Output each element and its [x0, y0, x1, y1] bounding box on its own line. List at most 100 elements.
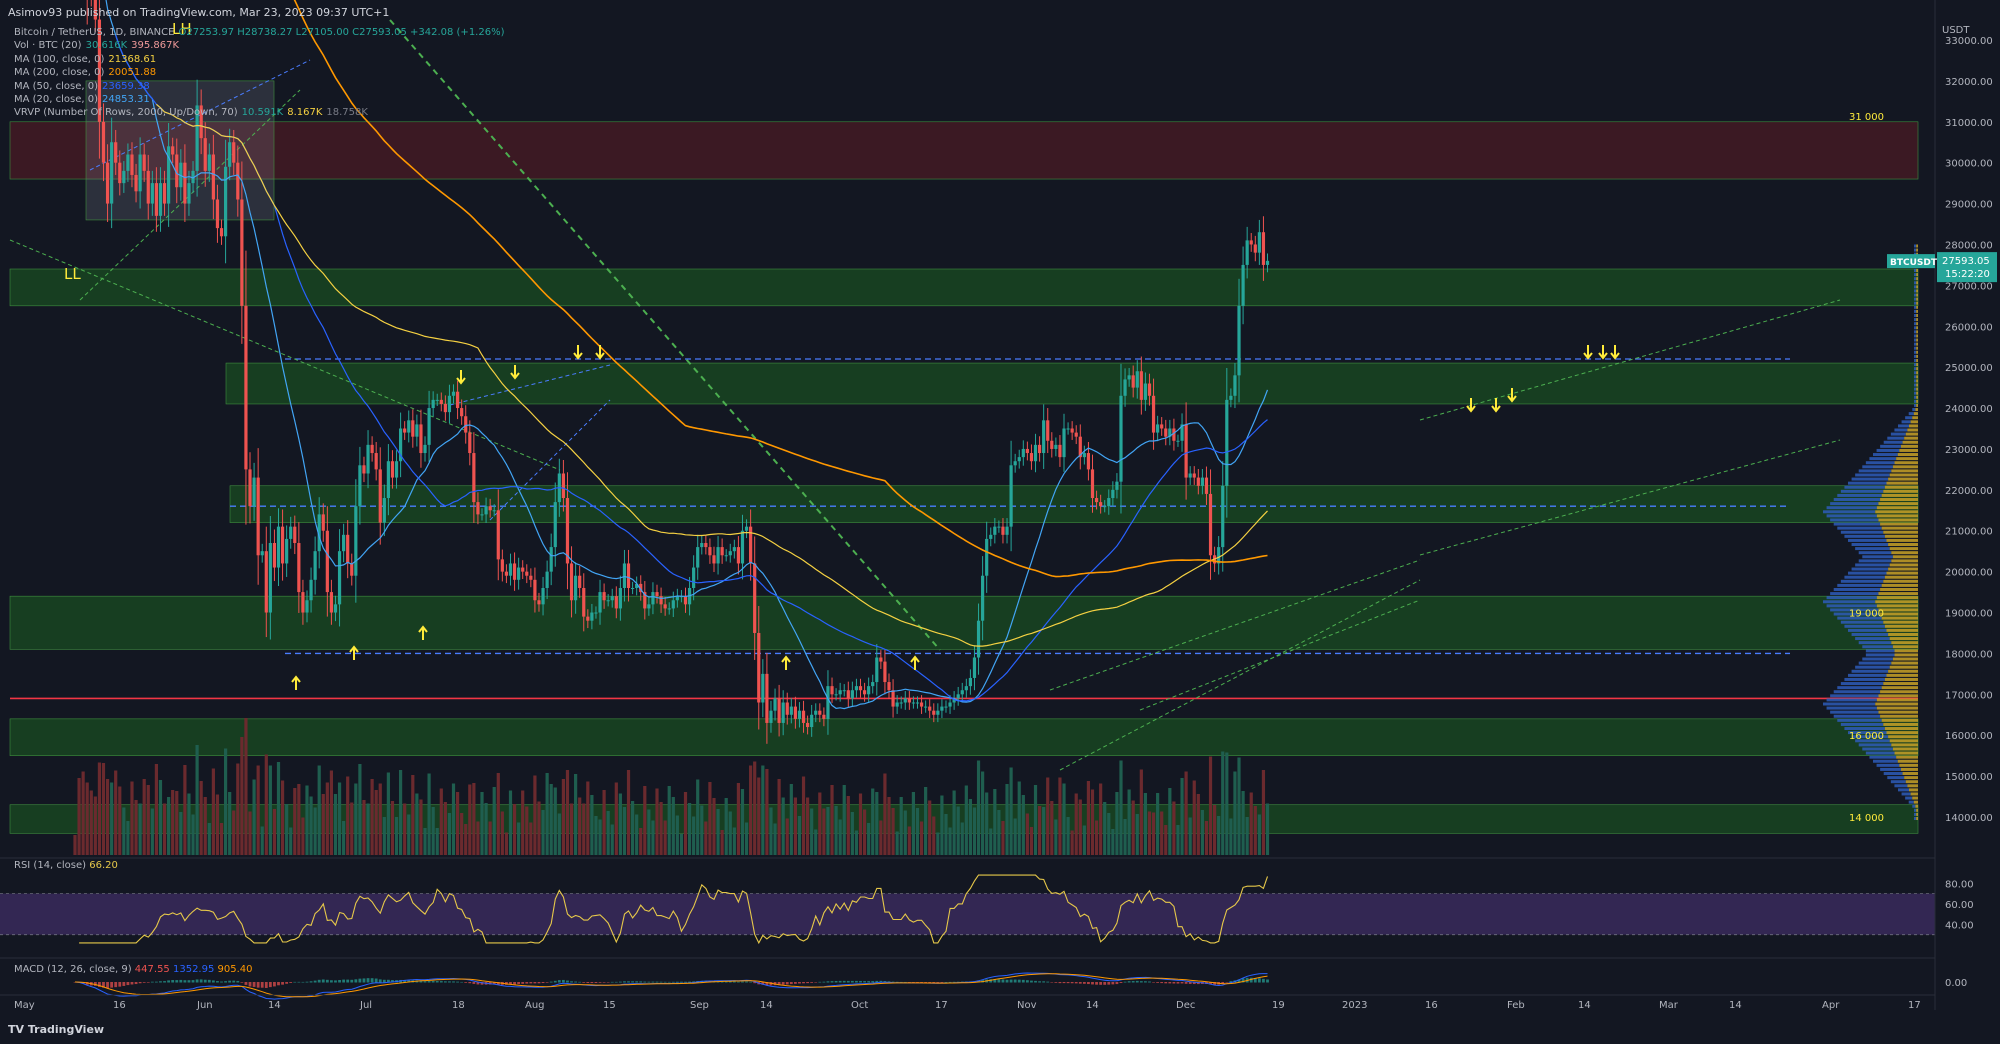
macd-histogram-bar — [631, 981, 634, 983]
volume-bar — [1245, 817, 1249, 855]
macd-histogram-bar — [826, 981, 830, 983]
time-tick: 16 — [1425, 1000, 1438, 1011]
macd-histogram-bar — [810, 982, 814, 983]
profile-bar — [1876, 604, 1918, 608]
volume-bar — [785, 818, 789, 855]
candle-body — [215, 199, 220, 229]
macd-histogram-bar — [1107, 982, 1111, 985]
volume-bar — [928, 800, 932, 855]
candle-body — [403, 428, 407, 433]
candle-body — [549, 547, 553, 572]
candle-body — [1225, 399, 1229, 486]
ma100-line[interactable]: MA (100, close, 0) 21368.61 — [14, 53, 157, 65]
macd-histogram-bar — [667, 981, 671, 983]
macd-legend[interactable]: MACD (12, 26, close, 9) 447.55 1352.95 9… — [14, 964, 253, 975]
macd-histogram-bar — [724, 981, 728, 983]
volume-bar — [602, 790, 606, 855]
candle-body — [1188, 473, 1192, 478]
candle-body — [753, 563, 757, 633]
rsi-legend[interactable]: RSI (14, close) 66.20 — [14, 860, 118, 871]
macd-histogram-bar — [407, 979, 411, 983]
macd-histogram-bar — [952, 981, 956, 983]
macd-tick: 0.00 — [1945, 978, 1967, 989]
zone-label: 19 000 — [1849, 609, 1884, 620]
profile-bar — [1886, 571, 1918, 575]
profile-bar — [1909, 424, 1918, 428]
candle-body — [199, 105, 203, 139]
ma50-line[interactable]: MA (50, close, 0) 23659.38 — [14, 80, 150, 92]
ma200-line[interactable]: MA (200, close, 0) 20051.88 — [14, 67, 157, 79]
profile-bar — [1837, 583, 1882, 587]
candle-body — [1221, 485, 1225, 548]
volume-bar — [806, 797, 810, 855]
candle-body — [1021, 448, 1025, 458]
candle-body — [219, 228, 224, 237]
profile-bar — [1916, 395, 1918, 399]
profile-bar — [1891, 661, 1918, 665]
volume-bar — [1013, 818, 1017, 855]
volume-bar — [667, 786, 671, 855]
volume-bar — [492, 787, 496, 855]
macd-histogram-bar — [1013, 979, 1017, 983]
volume-bar — [1225, 752, 1229, 855]
macd-histogram-bar — [1054, 982, 1058, 983]
candle-body — [834, 694, 838, 696]
profile-bar — [1898, 424, 1909, 428]
candle-body — [460, 408, 464, 417]
macd-histogram-bar — [793, 982, 797, 984]
annotation-lh: LH — [172, 20, 192, 38]
macd-histogram-bar — [273, 982, 276, 987]
volume-bar — [199, 781, 203, 855]
vol-line[interactable]: Vol · BTC (20) 30.616K 395.867K — [14, 40, 180, 52]
candle-body — [814, 710, 818, 715]
volume-bar — [158, 780, 163, 855]
macd-histogram-bar — [1082, 982, 1086, 984]
macd-histogram-bar — [671, 981, 675, 983]
macd-histogram-bar — [586, 982, 590, 984]
volume-bar — [289, 827, 293, 855]
time-tick: 14 — [1729, 1000, 1742, 1011]
candle-body — [1066, 428, 1070, 430]
profile-bar — [1916, 358, 1918, 362]
macd-histogram-bar — [224, 981, 227, 983]
volume-bar — [317, 765, 321, 855]
candle-body — [167, 146, 171, 204]
macd-histogram-bar — [203, 979, 207, 983]
profile-bar — [1830, 502, 1879, 506]
candle-body — [838, 690, 842, 695]
macd-histogram-bar — [1160, 982, 1164, 984]
macd-histogram-bar — [480, 982, 484, 985]
volume-bar — [77, 778, 81, 855]
profile-bar — [1914, 403, 1917, 407]
profile-bar — [1878, 694, 1918, 698]
macd-histogram-bar — [248, 982, 252, 987]
volume-bar — [1172, 801, 1176, 855]
macd-histogram-bar — [912, 982, 915, 983]
profile-bar — [1858, 559, 1892, 563]
macd-histogram-bar — [789, 982, 793, 985]
volume-bar — [272, 809, 277, 855]
macd-histogram-bar — [557, 980, 561, 983]
time-tick: 14 — [1086, 1000, 1099, 1011]
profile-bar — [1914, 244, 1917, 248]
volume-bar — [903, 810, 907, 855]
macd-histogram-bar — [944, 981, 948, 983]
candle-body — [769, 710, 773, 723]
candle-body — [488, 506, 492, 511]
volume-bar — [1090, 789, 1095, 855]
candle-body — [280, 526, 285, 564]
volume-bar — [981, 771, 985, 855]
volume-bar — [887, 797, 891, 855]
macd-histogram-bar — [517, 982, 521, 985]
profile-bar — [1916, 277, 1918, 281]
volume-bar — [659, 802, 663, 855]
profile-bar — [1912, 796, 1918, 800]
profile-bar — [1899, 763, 1918, 767]
profile-bar — [1844, 485, 1885, 489]
ma20-line[interactable]: MA (20, close, 0) 24853.31 — [14, 94, 150, 106]
vrvp-line[interactable]: VRVP (Number Of Rows, 2000, Up/Down, 70)… — [14, 107, 368, 119]
candle-body — [871, 682, 875, 687]
macd-histogram-bar — [1209, 982, 1212, 985]
candle-body — [667, 608, 671, 610]
